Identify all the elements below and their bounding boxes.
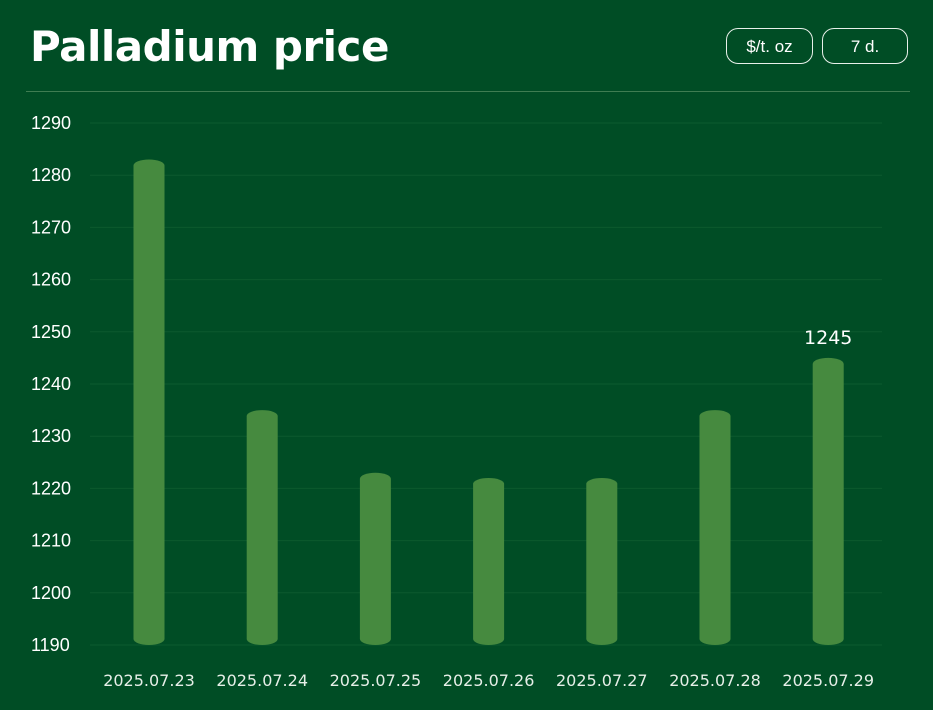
- y-tick-label: 1200: [31, 583, 71, 603]
- x-tick-label: 2025.07.27: [556, 671, 648, 690]
- y-tick-label: 1230: [31, 426, 71, 446]
- bar: [133, 159, 165, 646]
- data-label: 1245: [804, 327, 852, 349]
- bar: [473, 477, 505, 645]
- x-tick-label: 2025.07.28: [669, 671, 761, 690]
- x-tick-label: 2025.07.29: [782, 671, 874, 690]
- bar: [246, 410, 278, 645]
- bar: [586, 477, 618, 645]
- y-tick-label: 1270: [31, 217, 71, 237]
- x-tick-label: 2025.07.25: [330, 671, 422, 690]
- x-tick-label: 2025.07.24: [216, 671, 308, 690]
- y-tick-label: 1260: [31, 270, 71, 290]
- range-selector-button[interactable]: 7 d.: [822, 28, 908, 64]
- y-tick-label: 1250: [31, 322, 71, 342]
- x-axis-ticks: 2025.07.23 2025.07.24 2025.07.25 2025.07.26…: [103, 671, 874, 690]
- y-tick-label: 1290: [31, 113, 71, 133]
- page-title: Palladium price: [30, 22, 389, 71]
- unit-selector-button[interactable]: $/t. oz: [726, 28, 813, 64]
- y-tick-label: 1240: [31, 374, 71, 394]
- y-tick-label: 1190: [31, 635, 70, 655]
- y-tick-label: 1210: [31, 531, 71, 551]
- bar: [812, 357, 844, 645]
- bars: [133, 159, 844, 646]
- y-tick-label: 1220: [31, 478, 71, 498]
- x-tick-label: 2025.07.23: [103, 671, 195, 690]
- bar: [359, 472, 391, 645]
- data-labels: 1245: [804, 327, 852, 349]
- y-tick-label: 1280: [31, 165, 71, 185]
- header-divider: [26, 91, 910, 92]
- y-axis-ticks: 1190 1200 1210 1220 1230 1240 1250 1260 1270 1280…: [31, 113, 71, 655]
- x-tick-label: 2025.07.26: [443, 671, 535, 690]
- bar: [699, 410, 731, 645]
